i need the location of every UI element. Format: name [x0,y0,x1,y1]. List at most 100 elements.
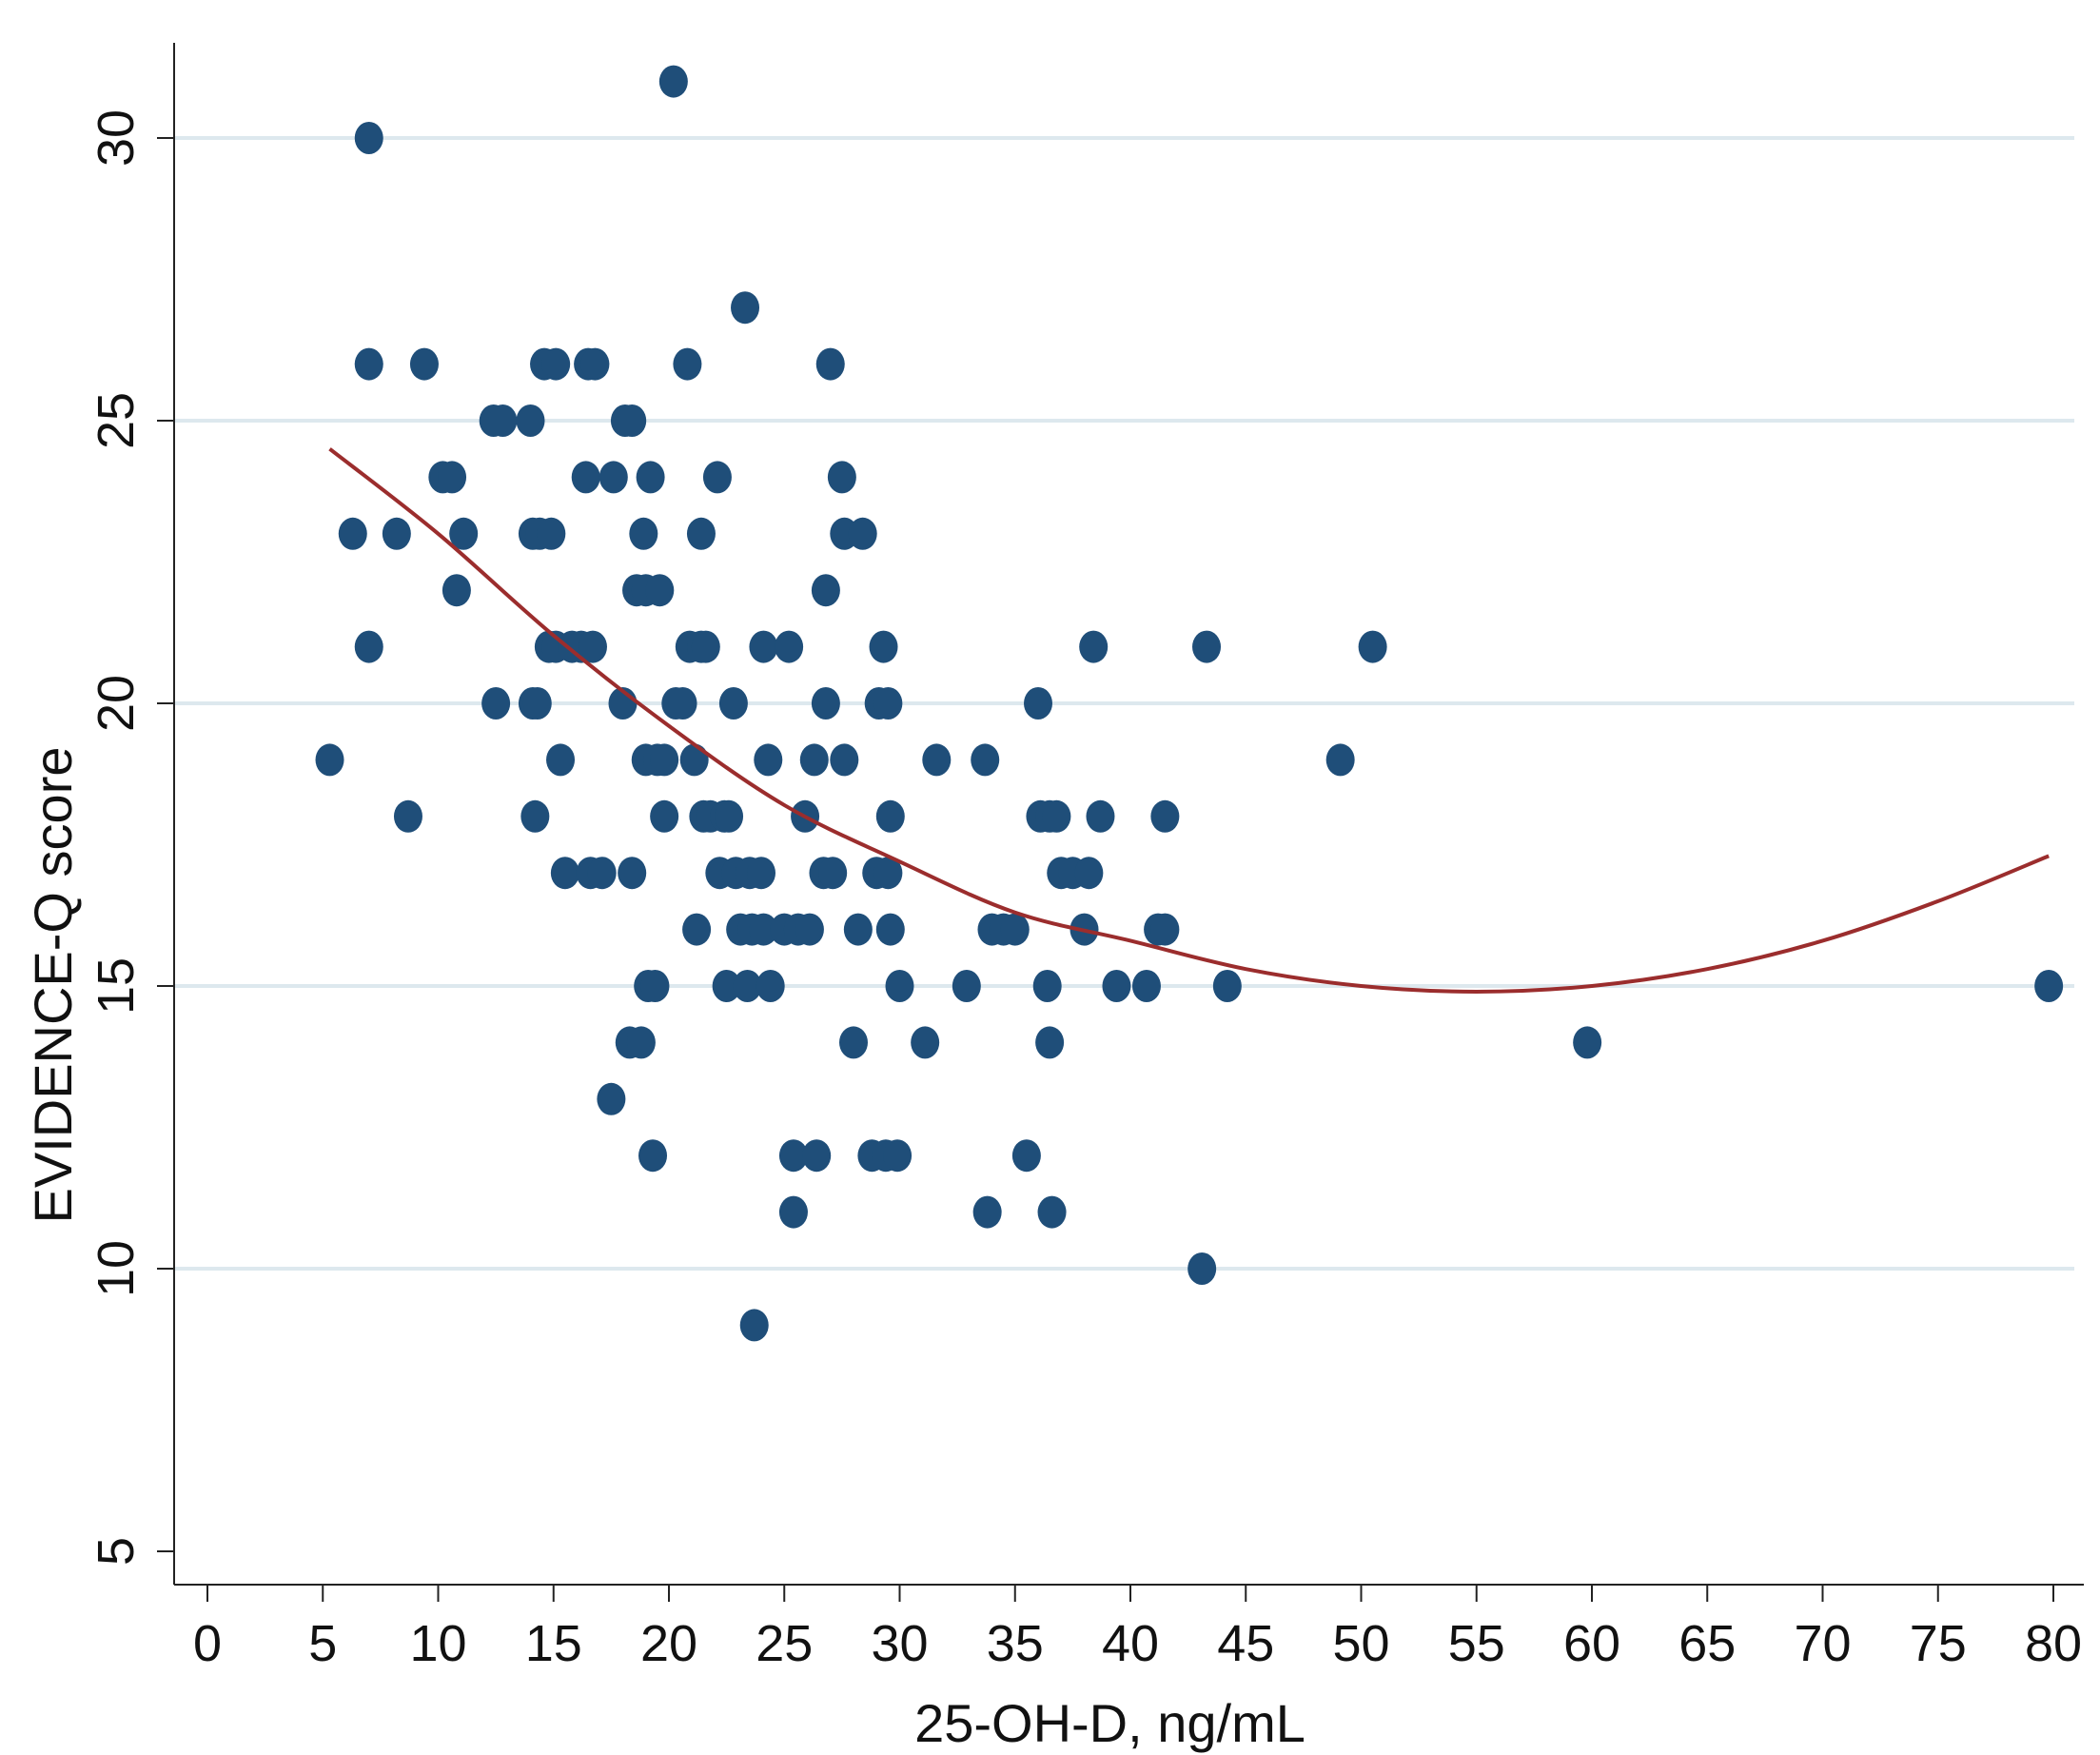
data-point-51 [638,1139,668,1173]
data-point-55 [650,743,679,777]
data-point-72 [715,799,744,833]
data-point-80 [739,1309,769,1342]
y-axis-ticks: 5 10 15 20 25 30 [88,109,174,1566]
data-point-144 [1187,1252,1217,1285]
x-tick-label-70: 70 [1794,1615,1851,1672]
data-point-17 [522,687,552,720]
data-point-18 [520,799,550,833]
data-point-1 [338,517,367,550]
y-tick-label-10: 10 [88,1240,145,1297]
data-point-61 [679,743,709,777]
data-point-114 [875,913,905,946]
data-point-0 [315,743,344,777]
data-point-138 [1086,799,1115,833]
data-point-103 [839,1026,868,1059]
data-point-140 [1131,970,1161,1002]
data-point-54 [650,799,679,833]
data-point-11 [449,517,479,550]
x-tick-label-5: 5 [308,1615,337,1672]
data-point-85 [756,970,785,1002]
data-point-99 [818,857,848,890]
x-axis-title: 25-OH-D, ng/mL [914,1693,1305,1753]
data-point-27 [550,857,579,890]
data-point-124 [1000,913,1030,946]
data-point-129 [1035,1026,1065,1059]
data-point-120 [971,743,1000,777]
data-point-147 [1325,743,1355,777]
data-point-9 [438,461,467,494]
data-point-112 [873,687,903,720]
data-point-56 [658,65,688,98]
data-point-58 [668,687,697,720]
data-point-82 [749,630,778,663]
data-point-97 [811,574,840,607]
data-point-143 [1150,799,1180,833]
data-point-36 [597,1082,626,1115]
data-point-4 [354,630,383,663]
data-point-88 [778,1139,808,1173]
data-point-33 [578,630,607,663]
data-point-84 [754,743,783,777]
data-point-40 [618,404,647,437]
data-point-100 [827,461,856,494]
data-point-93 [799,743,829,777]
data-point-111 [873,857,903,890]
y-axis-title: EVIDENCE-Q score [23,747,83,1224]
data-point-5 [382,517,411,550]
fit-curve [328,447,2050,994]
data-point-44 [626,1026,656,1059]
x-tick-label-50: 50 [1332,1615,1389,1672]
x-tick-label-40: 40 [1102,1615,1159,1672]
y-tick-label-25: 25 [88,392,145,449]
x-tick-label-20: 20 [640,1615,697,1672]
data-point-119 [952,970,981,1002]
data-point-96 [811,687,840,720]
data-point-65 [686,517,716,550]
data-point-42 [618,857,647,890]
y-tick-label-5: 5 [88,1537,145,1566]
data-point-149 [1573,1026,1602,1059]
x-tick-label-10: 10 [409,1615,466,1672]
data-point-83 [749,913,778,946]
x-tick-label-45: 45 [1217,1615,1274,1672]
data-point-31 [580,347,610,381]
data-point-92 [795,913,824,946]
data-point-89 [778,1195,808,1229]
data-point-3 [354,347,383,381]
data-point-121 [972,1195,1002,1229]
data-point-125 [1011,1139,1041,1173]
data-point-139 [1102,970,1131,1002]
data-points [315,65,2064,1342]
x-tick-label-75: 75 [1910,1615,1967,1672]
data-point-116 [885,970,914,1002]
data-point-6 [393,799,422,833]
x-tick-label-80: 80 [2025,1615,2082,1672]
x-tick-label-30: 30 [871,1615,928,1672]
data-point-32 [571,461,600,494]
data-point-113 [875,799,905,833]
x-tick-label-60: 60 [1563,1615,1620,1672]
x-tick-label-0: 0 [193,1615,222,1672]
x-tick-label-35: 35 [987,1615,1044,1672]
data-point-71 [712,970,741,1002]
data-point-64 [691,630,720,663]
data-point-126 [1024,687,1052,720]
data-point-104 [843,913,873,946]
axes [173,43,2084,1586]
data-point-13 [488,404,518,437]
data-point-137 [1079,630,1109,663]
data-point-35 [587,857,617,890]
grid-lines [174,136,2074,1271]
y-tick-label-15: 15 [88,957,145,1015]
data-point-50 [640,970,670,1002]
data-point-98 [815,347,845,381]
data-point-2 [354,122,383,154]
data-point-146 [1212,970,1242,1002]
data-point-136 [1074,857,1104,890]
data-point-26 [546,743,576,777]
y-tick-label-20: 20 [88,675,145,732]
data-point-77 [733,970,762,1002]
fit-curve-layer [328,447,2050,994]
data-point-94 [802,1139,832,1173]
